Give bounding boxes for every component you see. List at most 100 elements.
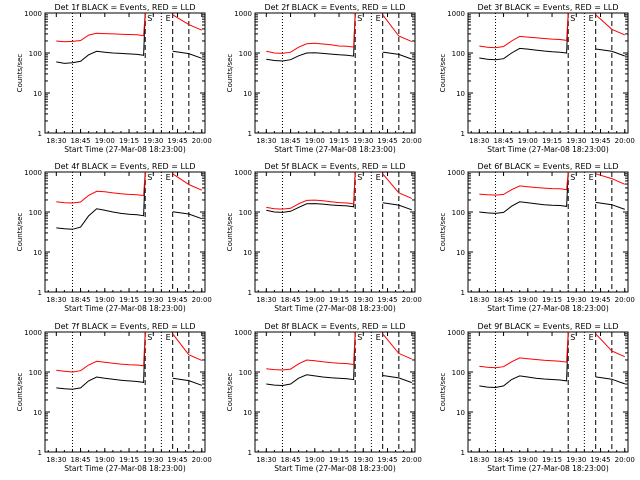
series-line-lld xyxy=(479,331,569,369)
y-tick-label: 1000 xyxy=(24,169,42,177)
y-tick-label: 1000 xyxy=(234,10,252,18)
x-axis-label: Start Time (27-Mar-08 18:23:00) xyxy=(487,304,609,313)
series-line-lld xyxy=(56,171,146,204)
x-tick-label: 19:15 xyxy=(329,137,349,145)
y-tick-label: 1000 xyxy=(24,329,42,337)
series-decay-lld xyxy=(595,14,625,36)
x-tick-label: 20:00 xyxy=(192,456,212,464)
series-line-events xyxy=(479,171,569,214)
x-tick-label: 19:00 xyxy=(95,296,115,304)
x-axis-label: Start Time (27-Mar-08 18:23:00) xyxy=(64,464,186,473)
x-tick-label: 18:30 xyxy=(469,296,489,304)
y-tick-label: 1 xyxy=(461,130,465,138)
series-line-events xyxy=(56,171,146,230)
x-axis-label: Start Time (27-Mar-08 18:23:00) xyxy=(487,145,609,154)
x-axis-label: Start Time (27-Mar-08 18:23:00) xyxy=(274,464,396,473)
series-line-events xyxy=(266,171,356,213)
x-tick-label: 20:00 xyxy=(615,137,635,145)
x-axis-label: Start Time (27-Mar-08 18:23:00) xyxy=(64,145,186,154)
series-decay-lld xyxy=(172,333,203,361)
y-tick-label: 1 xyxy=(248,130,252,138)
x-tick-label: 19:45 xyxy=(167,456,187,464)
x-tick-label: 19:30 xyxy=(353,296,373,304)
y-tick-label: 1 xyxy=(38,130,42,138)
x-tick-label: 19:00 xyxy=(305,456,325,464)
y-tick-label: 100 xyxy=(29,209,42,217)
x-tick-label: 18:45 xyxy=(493,137,513,145)
y-tick-label: 100 xyxy=(452,209,465,217)
panel-title: Det 7f BLACK = Events, RED = LLD xyxy=(54,322,195,331)
marker-e: E xyxy=(166,14,171,23)
x-tick-label: 18:45 xyxy=(280,137,300,145)
series-line-events xyxy=(479,331,569,389)
series-decay-lld xyxy=(172,14,202,31)
panel-title: Det 5f BLACK = Events, RED = LLD xyxy=(264,162,405,171)
x-tick-label: 19:00 xyxy=(305,296,325,304)
y-tick-label: 1000 xyxy=(447,10,465,18)
y-tick-label: 1 xyxy=(38,449,42,457)
panel-det-3: Det 3f BLACK = Events, RED = LLD 1 10 100 10… xyxy=(439,3,635,154)
y-tick-label: 10 xyxy=(243,90,252,98)
x-tick-label: 20:00 xyxy=(402,296,422,304)
series-decay-events xyxy=(595,48,625,57)
x-tick-label: 20:00 xyxy=(402,137,422,145)
axes-box xyxy=(44,171,206,293)
x-axis-label: Start Time (27-Mar-08 18:23:00) xyxy=(274,145,396,154)
panel-title: Det 8f BLACK = Events, RED = LLD xyxy=(264,322,405,331)
x-tick-label: 19:45 xyxy=(590,456,610,464)
y-tick-label: 100 xyxy=(452,50,465,58)
x-tick-label: 19:30 xyxy=(143,137,163,145)
x-tick-label: 18:30 xyxy=(46,456,66,464)
x-tick-label: 19:15 xyxy=(542,137,562,145)
series-line-lld xyxy=(56,12,146,43)
x-tick-label: 18:30 xyxy=(46,137,66,145)
y-axis-label: Counts/sec xyxy=(16,54,24,93)
x-tick-label: 18:30 xyxy=(469,456,489,464)
y-tick-label: 10 xyxy=(33,249,42,257)
axes-box xyxy=(467,171,629,293)
y-tick-label: 10 xyxy=(33,409,42,417)
x-tick-label: 18:45 xyxy=(70,456,90,464)
x-tick-label: 19:45 xyxy=(377,137,397,145)
y-tick-label: 100 xyxy=(29,369,42,377)
x-tick-label: 18:30 xyxy=(256,137,276,145)
x-tick-label: 19:00 xyxy=(95,456,115,464)
x-axis-label: Start Time (27-Mar-08 18:23:00) xyxy=(487,464,609,473)
marker-s: S xyxy=(147,333,152,342)
series-decay-lld xyxy=(595,173,626,185)
panel-title: Det 4f BLACK = Events, RED = LLD xyxy=(54,162,195,171)
y-axis-label: Counts/sec xyxy=(439,213,447,252)
y-tick-label: 1000 xyxy=(234,329,252,337)
x-axis-label: Start Time (27-Mar-08 18:23:00) xyxy=(274,304,396,313)
y-axis-label: Counts/sec xyxy=(439,373,447,412)
x-tick-label: 18:30 xyxy=(256,296,276,304)
y-axis-label: Counts/sec xyxy=(16,373,24,412)
x-tick-label: 20:00 xyxy=(615,296,635,304)
series-line-events xyxy=(266,12,356,62)
series-decay-events xyxy=(382,375,412,384)
marker-s: S xyxy=(357,14,362,23)
marker-s: S xyxy=(147,14,152,23)
panel-det-9: Det 9f BLACK = Events, RED = LLD 1 10 100 10… xyxy=(439,322,635,473)
panel-det-4: Det 4f BLACK = Events, RED = LLD 1 10 100 10… xyxy=(16,162,212,313)
axes-box xyxy=(44,12,206,134)
marker-e: E xyxy=(589,333,594,342)
x-tick-label: 19:30 xyxy=(143,456,163,464)
x-tick-label: 19:15 xyxy=(542,456,562,464)
series-line-lld xyxy=(56,331,146,373)
x-tick-label: 19:00 xyxy=(518,296,538,304)
x-tick-label: 19:45 xyxy=(377,296,397,304)
panel-det-7: Det 7f BLACK = Events, RED = LLD 1 10 100 10… xyxy=(16,322,212,473)
x-tick-label: 19:00 xyxy=(95,137,115,145)
x-tick-label: 19:00 xyxy=(518,137,538,145)
x-tick-label: 18:45 xyxy=(70,137,90,145)
series-decay-events xyxy=(382,51,412,60)
y-tick-label: 1 xyxy=(461,449,465,457)
x-tick-label: 19:30 xyxy=(566,296,586,304)
x-tick-label: 19:15 xyxy=(329,296,349,304)
y-tick-label: 1000 xyxy=(234,169,252,177)
series-decay-lld xyxy=(382,14,412,43)
y-axis-label: Counts/sec xyxy=(226,54,234,93)
x-tick-label: 19:30 xyxy=(566,456,586,464)
